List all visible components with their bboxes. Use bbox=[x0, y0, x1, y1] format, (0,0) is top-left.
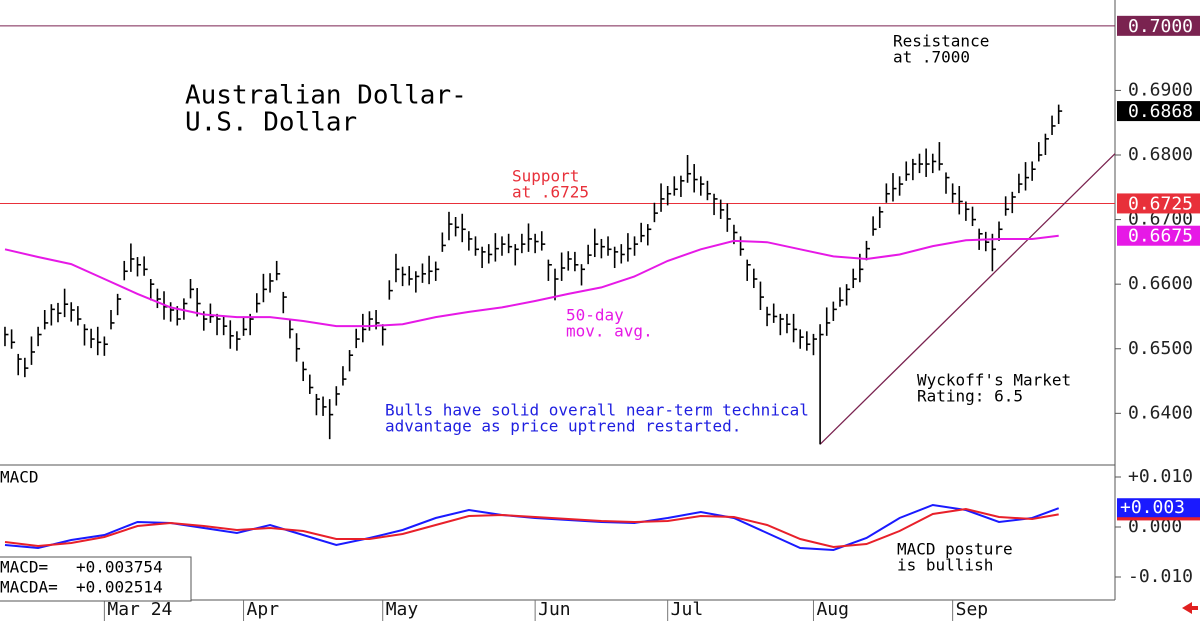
x-tick-label: May bbox=[386, 599, 419, 620]
macd-box-label: +0.003 bbox=[1120, 497, 1185, 518]
last-value-box-label: 0.6675 bbox=[1128, 226, 1193, 247]
annotation: Resistance bbox=[893, 32, 989, 51]
x-tick-label: Aug bbox=[816, 599, 849, 620]
y-tick-label: -0.010 bbox=[1128, 566, 1193, 587]
level-box-label: 0.7000 bbox=[1128, 16, 1193, 37]
annotation: advantage as price uptrend restarted. bbox=[385, 417, 741, 436]
panel-title: MACD bbox=[0, 468, 39, 487]
y-tick-label: 0.6800 bbox=[1128, 144, 1193, 165]
y-tick-label: 0.6900 bbox=[1128, 79, 1193, 100]
macd-box bbox=[1117, 498, 1200, 518]
last-value-box bbox=[1117, 101, 1200, 122]
last-value-box bbox=[1117, 225, 1200, 246]
annotation: is bullish bbox=[897, 556, 993, 575]
readout-value: +0.002514 bbox=[76, 578, 163, 597]
annotation: Wyckoff's Market bbox=[917, 371, 1071, 390]
readout-name: MACD= bbox=[0, 558, 48, 577]
x-tick-label: Apr bbox=[247, 599, 280, 620]
annotation: at .7000 bbox=[893, 48, 970, 67]
annotation: Bulls have solid overall near-term techn… bbox=[385, 401, 809, 420]
annotation: mov. avg. bbox=[566, 322, 653, 341]
indicator-line bbox=[4, 234, 1059, 328]
chart-title: U.S. Dollar bbox=[185, 108, 357, 138]
readout-name: MACDA= bbox=[0, 578, 58, 597]
annotation: MACD posture bbox=[897, 540, 1013, 559]
annotation: 50-day bbox=[566, 306, 624, 325]
annotation: Support bbox=[512, 167, 579, 186]
y-tick-label: 0.6700 bbox=[1128, 209, 1193, 230]
y-tick-label: +0.010 bbox=[1128, 466, 1193, 487]
x-tick-label: Jul bbox=[671, 599, 704, 620]
y-tick-label: 0.6600 bbox=[1128, 273, 1193, 294]
level-box-label: 0.6725 bbox=[1128, 193, 1193, 214]
x-tick-label: Jun bbox=[538, 599, 571, 620]
scroll-arrow[interactable] bbox=[1182, 602, 1198, 614]
y-tick-label: 0.000 bbox=[1128, 516, 1182, 537]
last-value-box-label: 0.6868 bbox=[1128, 101, 1193, 122]
x-tick-label: Mar 24 bbox=[107, 599, 172, 620]
chart-title: Australian Dollar- bbox=[185, 81, 467, 111]
level-box bbox=[1117, 193, 1200, 214]
indicator-line bbox=[4, 507, 1059, 549]
annotation: Rating: 6.5 bbox=[917, 387, 1023, 406]
x-tick-label: Sep bbox=[956, 599, 989, 620]
readout-box bbox=[0, 556, 192, 602]
trendline bbox=[819, 153, 1116, 445]
level-box bbox=[1117, 15, 1200, 36]
y-tick-label: 0.6400 bbox=[1128, 402, 1193, 423]
y-tick-label: 0.6500 bbox=[1128, 338, 1193, 359]
annotation: at .6725 bbox=[512, 183, 589, 202]
readout-value: +0.003754 bbox=[76, 558, 163, 577]
